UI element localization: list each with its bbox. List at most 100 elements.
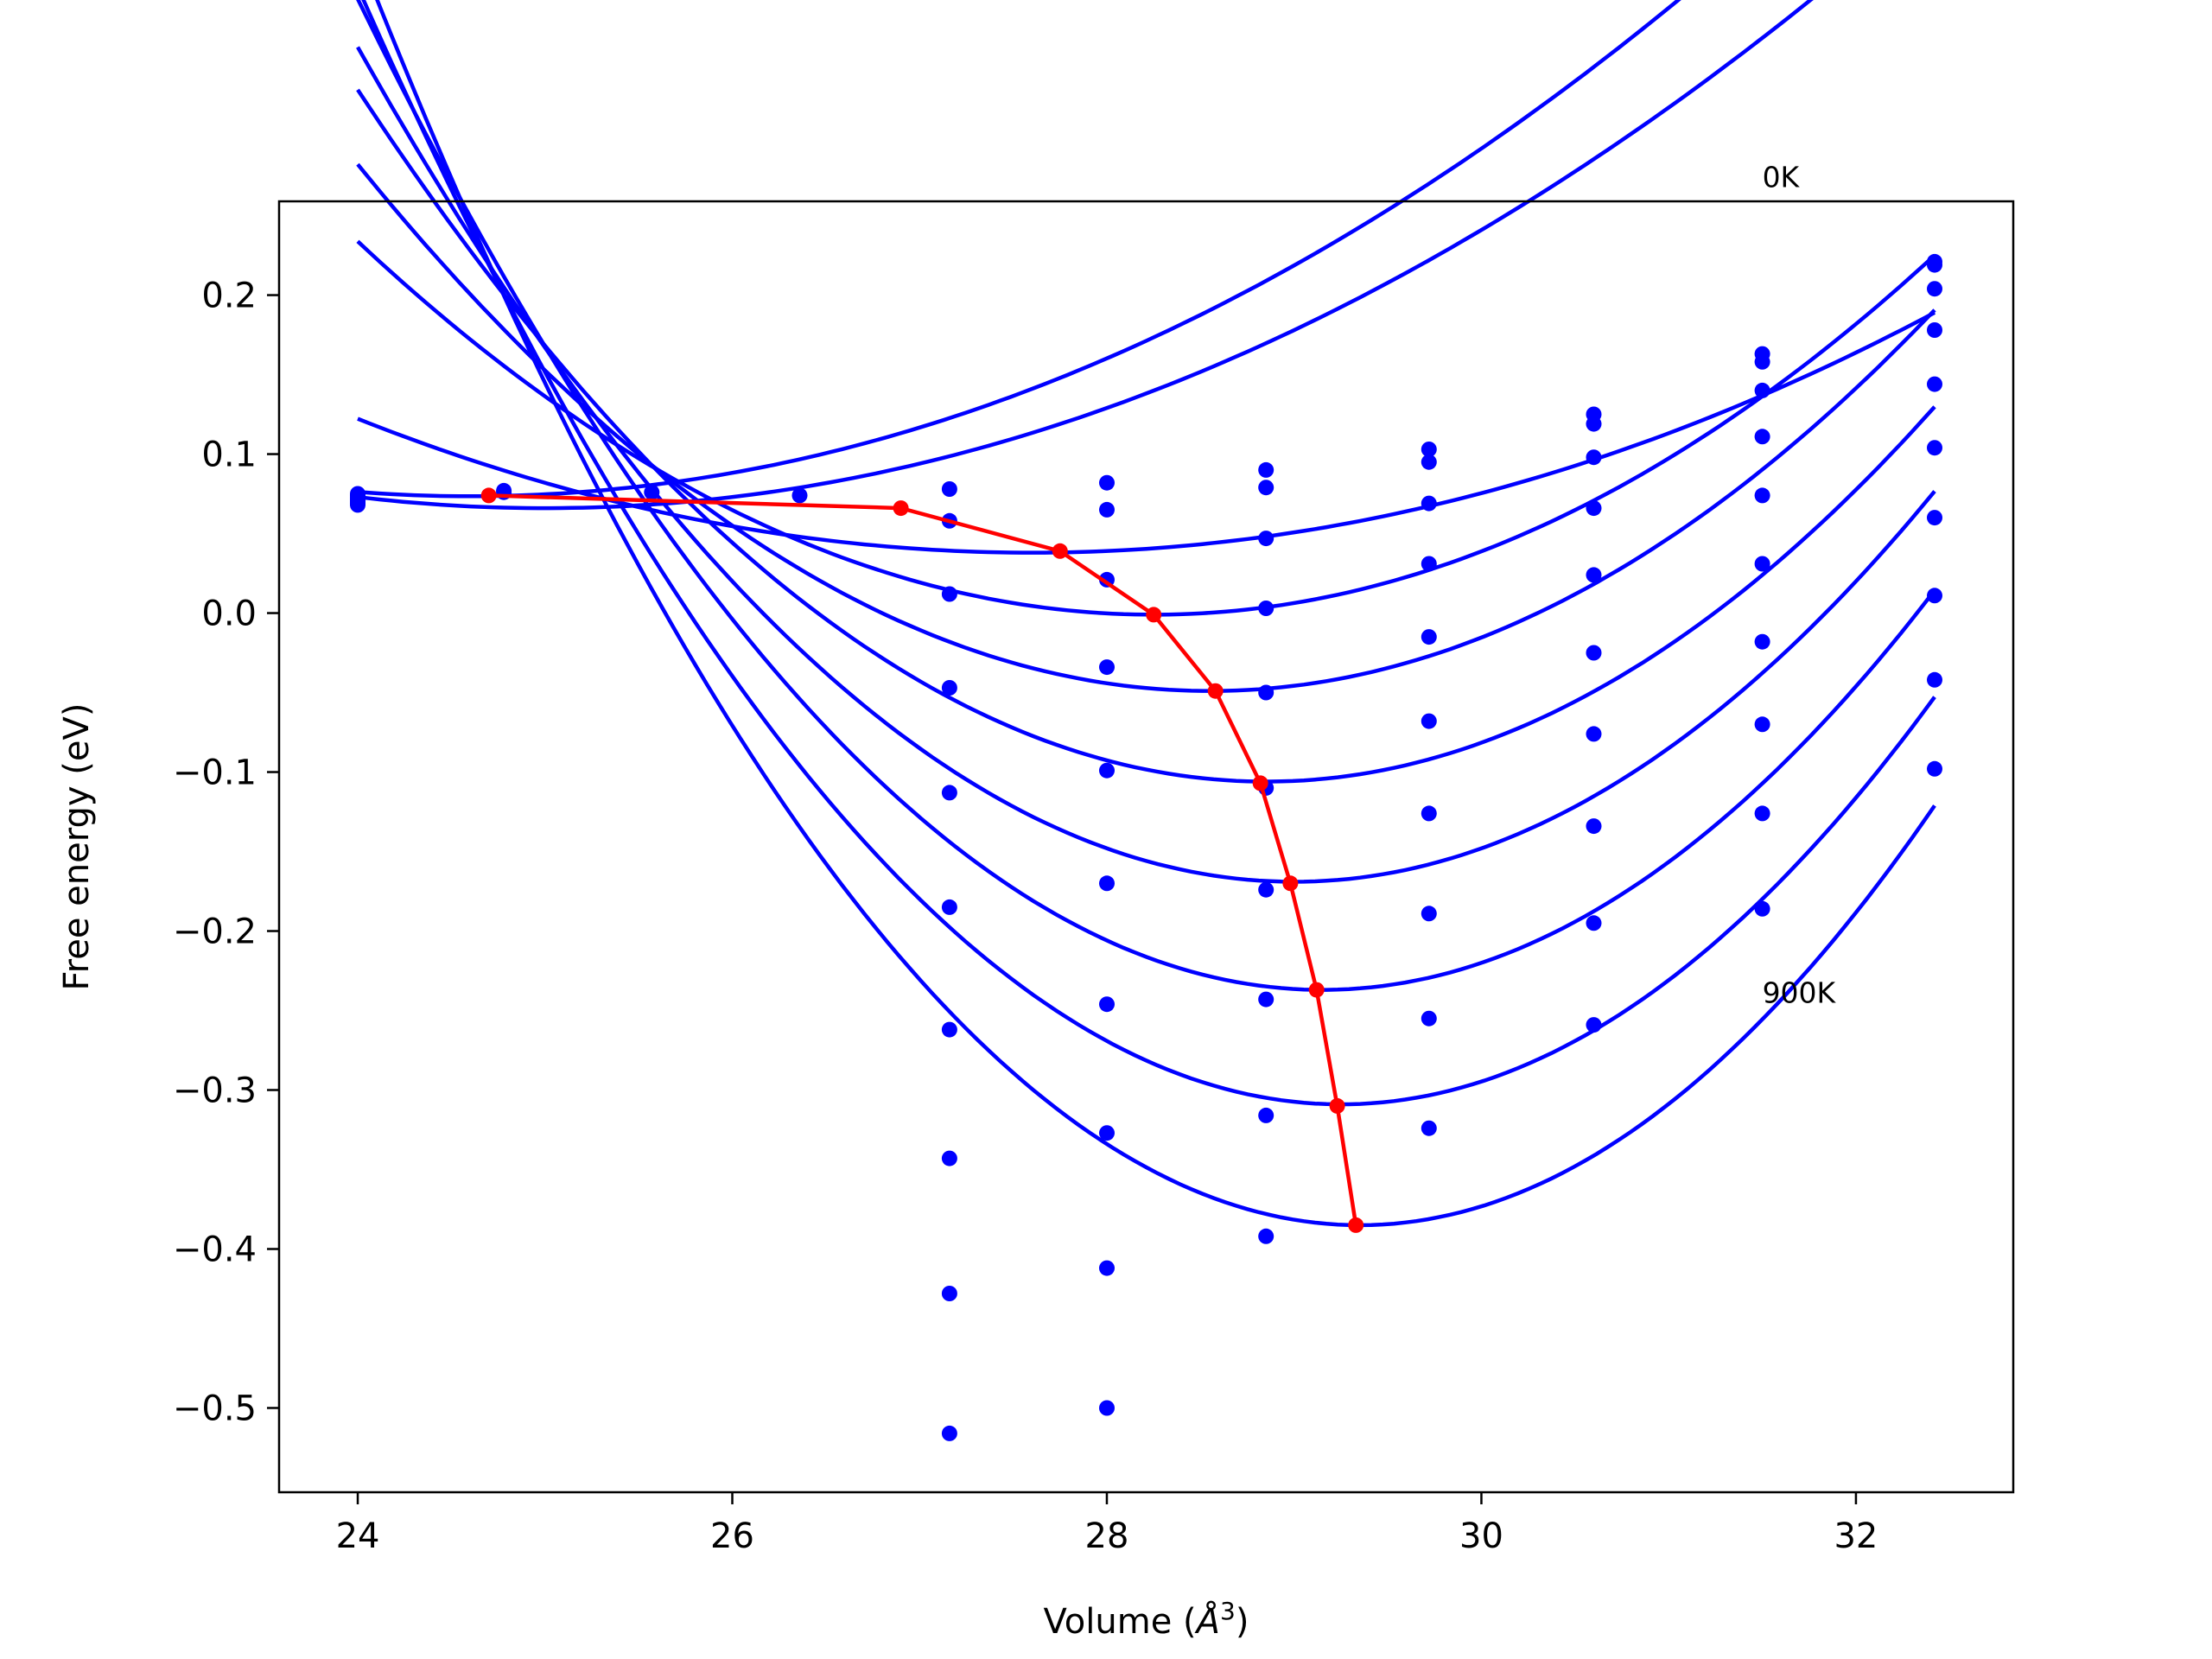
data-point	[1099, 996, 1115, 1013]
data-point	[1421, 556, 1437, 572]
data-point	[941, 899, 957, 915]
data-point	[1258, 461, 1274, 478]
data-point	[941, 1021, 957, 1038]
y-tick-label: −0.4	[173, 1230, 257, 1269]
data-point	[1099, 762, 1115, 779]
minima-point	[1329, 1097, 1345, 1114]
data-point	[1754, 429, 1770, 445]
data-point	[1099, 1400, 1115, 1416]
data-point	[1421, 713, 1437, 729]
data-point	[1754, 487, 1770, 504]
y-tick-label: 0.0	[201, 594, 257, 634]
data-point	[1421, 495, 1437, 512]
data-point	[1421, 805, 1437, 822]
data-point	[1586, 416, 1602, 432]
x-tick-label: 28	[1085, 1516, 1129, 1556]
minima-point	[1207, 683, 1224, 699]
data-point	[1586, 449, 1602, 466]
data-point	[1586, 645, 1602, 661]
data-point	[1586, 726, 1602, 742]
minima-point	[1282, 875, 1299, 892]
x-axis-label-power: 3	[1220, 1597, 1236, 1625]
data-point	[1421, 629, 1437, 645]
y-tick-label: −0.3	[173, 1071, 257, 1111]
fit-curve-500K	[356, 88, 1936, 784]
annotations: 0K 900K	[1763, 160, 1837, 1009]
minima-point	[1252, 775, 1268, 791]
minima-line	[488, 493, 1358, 1226]
data-point	[1754, 805, 1770, 822]
data-point	[1927, 440, 1942, 456]
data-point	[1099, 659, 1115, 676]
data-point	[1754, 633, 1770, 650]
data-point	[1586, 818, 1602, 835]
data-point	[1754, 556, 1770, 572]
y-tick-label: −0.5	[173, 1389, 257, 1428]
fit-curve-800K	[361, 0, 1936, 1107]
data-point	[941, 680, 957, 696]
data-point	[1258, 991, 1274, 1007]
temperature-annotation: 0K	[1763, 160, 1801, 194]
x-axis-label-close: )	[1236, 1602, 1249, 1642]
data-point	[1099, 474, 1115, 491]
data-point	[1258, 881, 1274, 898]
data-point	[1927, 257, 1942, 273]
x-axis-label-text: Volume (	[1044, 1602, 1197, 1642]
data-point	[1421, 906, 1437, 922]
data-point	[941, 586, 957, 602]
plot-frame	[277, 200, 2015, 1494]
data-point	[1754, 382, 1770, 398]
data-point	[1099, 501, 1115, 518]
data-point	[1927, 760, 1942, 777]
data-point	[1258, 531, 1274, 547]
y-tick-label: 0.1	[201, 435, 257, 475]
data-point	[941, 1286, 957, 1301]
data-point	[791, 487, 808, 504]
data-point	[1421, 442, 1437, 457]
data-point	[1258, 1107, 1274, 1123]
fit-curve-600K	[356, 46, 1936, 884]
y-axis-label: Free energy (eV)	[57, 703, 97, 991]
data-point	[1927, 671, 1942, 688]
data-point	[1421, 1120, 1437, 1136]
plot-marks	[350, 0, 1942, 1441]
fit-curve-700K	[356, 0, 1936, 992]
x-tick-label: 24	[336, 1516, 380, 1556]
data-point	[941, 481, 957, 497]
temperature-annotation: 900K	[1763, 976, 1837, 1009]
minima-point	[1052, 543, 1068, 559]
y-tick-label: −0.2	[173, 912, 257, 952]
data-point	[1421, 454, 1437, 470]
data-point	[1258, 480, 1274, 496]
data-point	[1586, 915, 1602, 931]
data-point	[1258, 1228, 1274, 1244]
y-tick-label: 0.2	[201, 276, 257, 316]
x-axis-label-unit: Å	[1194, 1600, 1220, 1642]
data-point	[1099, 1260, 1115, 1276]
axes: 24 26 28 30 32 0.2 0.1 0.0 −0.1 −0.2 −0.3 −0.4 −0.5	[173, 276, 1878, 1556]
x-tick-label: 30	[1459, 1516, 1503, 1556]
minima-point	[1348, 1217, 1364, 1233]
data-point	[1927, 510, 1942, 526]
data-point	[1586, 500, 1602, 517]
data-point	[941, 1425, 957, 1441]
x-tick-label: 26	[710, 1516, 754, 1556]
data-point	[350, 497, 365, 513]
x-axis-label: Volume (Å3)	[1044, 1597, 1249, 1642]
data-point	[1927, 322, 1942, 338]
fit-curve-900K	[375, 0, 1936, 1228]
data-point	[941, 1150, 957, 1166]
data-point	[1258, 684, 1274, 701]
x-tick-label: 32	[1834, 1516, 1878, 1556]
data-point	[1586, 567, 1602, 583]
y-tick-label: −0.1	[173, 753, 257, 793]
data-point	[1258, 601, 1274, 616]
data-point	[1927, 588, 1942, 604]
fit-curve-0K	[357, 0, 1681, 499]
minima-point	[1308, 982, 1325, 998]
data-point	[1754, 716, 1770, 733]
data-point	[644, 484, 660, 500]
minima-point	[480, 487, 497, 504]
data-point	[1927, 376, 1942, 392]
